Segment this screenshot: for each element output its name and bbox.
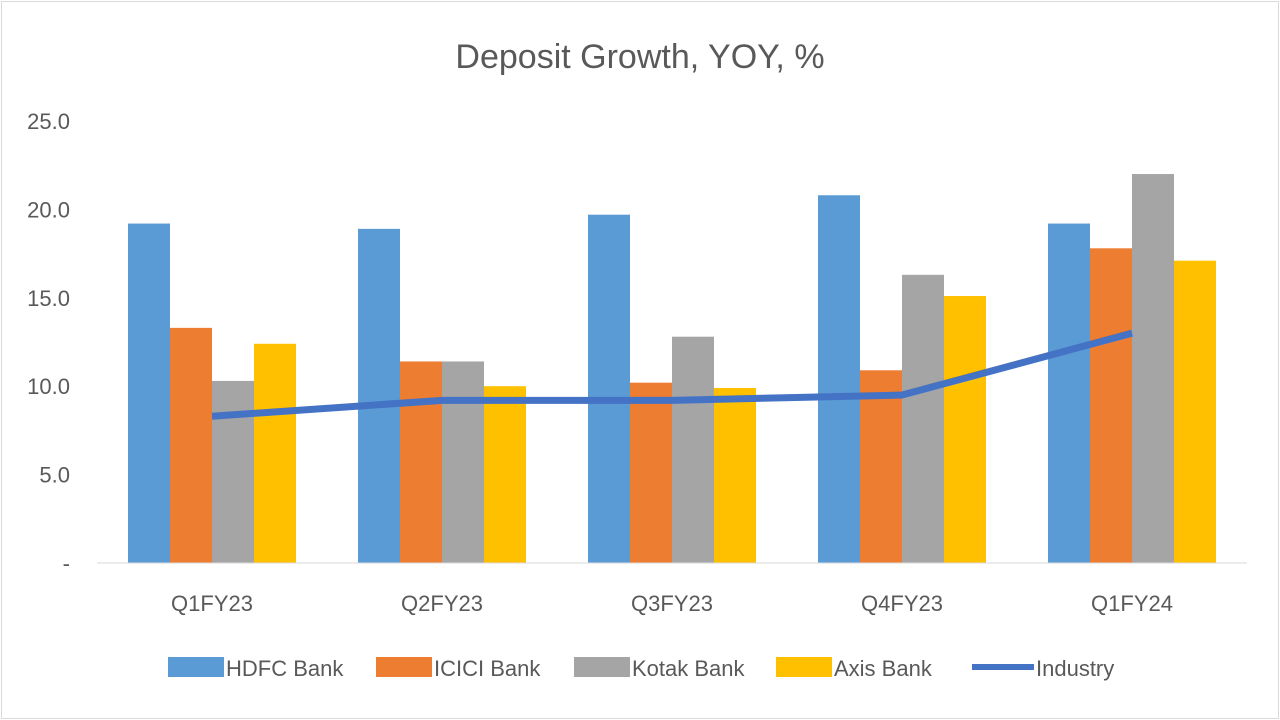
legend-label: ICICI Bank [434,656,541,681]
bar-kotak-bank [902,274,944,563]
bar-hdfc-bank [818,195,860,564]
y-tick-label: 20.0 [27,197,70,222]
legend-swatch [776,657,832,677]
legend-label: HDFC Bank [226,656,344,681]
bar-kotak-bank [1132,174,1174,564]
x-tick-label: Q1FY23 [171,591,253,616]
legend-item: Industry [972,656,1114,681]
legend-item: Axis Bank [776,656,933,681]
legend-item: Kotak Bank [574,656,746,681]
bar-kotak-bank [672,336,714,563]
bar-kotak-bank [212,380,254,563]
line-industry [211,329,1133,420]
x-tick-label: Q4FY23 [861,591,943,616]
y-tick-label: 25.0 [27,109,70,134]
legend-swatch [168,657,224,677]
chart-title: Deposit Growth, YOY, % [455,38,824,76]
legend-label: Industry [1036,656,1114,681]
x-tick-label: Q1FY24 [1091,591,1173,616]
x-tick-label: Q3FY23 [631,591,713,616]
bar-hdfc-bank [358,228,400,563]
y-tick-label: 10.0 [27,374,70,399]
bar-hdfc-bank [588,214,630,564]
bar-axis-bank [484,386,526,563]
y-tick-label: - [63,551,70,576]
bar-icici-bank [170,327,212,563]
bar-icici-bank [630,382,672,563]
bar-hdfc-bank [128,223,170,563]
legend-label: Axis Bank [834,656,933,681]
bar-kotak-bank [442,361,484,563]
bar-axis-bank [254,343,296,563]
legend-item: ICICI Bank [376,656,541,681]
y-tick-label: 5.0 [39,463,70,488]
legend-swatch [574,657,630,677]
legend-swatch [376,657,432,677]
bar-icici-bank [400,361,442,563]
legend-item: HDFC Bank [168,656,344,681]
bar-hdfc-bank [1048,223,1090,563]
x-tick-label: Q2FY23 [401,591,483,616]
bar-axis-bank [714,387,756,563]
legend-label: Kotak Bank [632,656,746,681]
bar-axis-bank [1174,260,1216,563]
bar-axis-bank [944,296,986,563]
bar-icici-bank [1090,248,1132,563]
y-tick-label: 15.0 [27,286,70,311]
bar-icici-bank [860,370,902,563]
